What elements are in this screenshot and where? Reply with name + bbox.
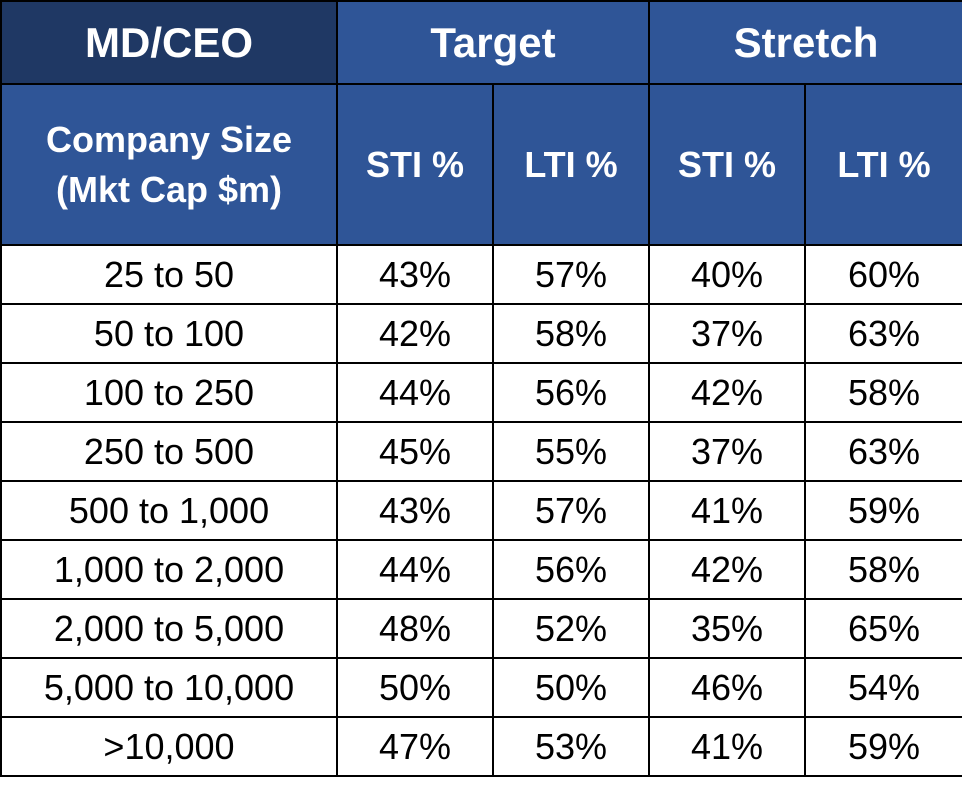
target-lti-cell: 56% [492,362,650,423]
table-row: 25 to 50 43% 57% 40% 60% [0,244,962,305]
stretch-sti-cell: 42% [648,362,806,423]
company-size-cell: 100 to 250 [0,362,338,423]
company-size-cell: 50 to 100 [0,303,338,364]
table-row: 2,000 to 5,000 48% 52% 35% 65% [0,598,962,659]
stretch-lti-cell: 63% [803,303,962,364]
stretch-sti-cell: 41% [648,480,806,541]
stretch-group-header: Stretch [647,0,962,85]
stretch-lti-cell: 58% [803,539,962,600]
table-row: 100 to 250 44% 56% 42% 58% [0,362,962,423]
stretch-lti-header: LTI % [803,83,962,246]
target-lti-cell: 56% [492,539,650,600]
table-row: 5,000 to 10,000 50% 50% 46% 54% [0,657,962,718]
company-size-header-line1: Company Size [45,118,293,160]
stretch-sti-cell: 41% [648,716,806,777]
stretch-lti-cell: 58% [803,362,962,423]
stretch-sti-cell: 46% [648,657,806,718]
stretch-lti-cell: 60% [803,244,962,305]
target-sti-cell: 43% [336,244,494,305]
stretch-sti-cell: 37% [648,421,806,482]
target-lti-cell: 57% [492,480,650,541]
table-row: 50 to 100 42% 58% 37% 63% [0,303,962,364]
stretch-sti-cell: 42% [648,539,806,600]
target-lti-header: LTI % [492,83,650,246]
target-sti-cell: 47% [336,716,494,777]
table-title: MD/CEO [0,0,338,85]
target-sti-cell: 42% [336,303,494,364]
target-lti-cell: 57% [492,244,650,305]
table-row: 1,000 to 2,000 44% 56% 42% 58% [0,539,962,600]
table-row: 500 to 1,000 43% 57% 41% 59% [0,480,962,541]
target-sti-cell: 44% [336,539,494,600]
company-size-cell: 1,000 to 2,000 [0,539,338,600]
target-sti-cell: 43% [336,480,494,541]
company-size-cell: 2,000 to 5,000 [0,598,338,659]
company-size-cell: 5,000 to 10,000 [0,657,338,718]
table-row: >10,000 47% 53% 41% 59% [0,716,962,777]
company-size-header-line2: (Mkt Cap $m) [55,168,283,210]
table-row: 250 to 500 45% 55% 37% 63% [0,421,962,482]
target-sti-header: STI % [336,83,494,246]
target-sti-cell: 48% [336,598,494,659]
company-size-cell: 25 to 50 [0,244,338,305]
target-lti-cell: 53% [492,716,650,777]
target-lti-cell: 55% [492,421,650,482]
target-group-header: Target [336,0,650,85]
stretch-sti-cell: 40% [648,244,806,305]
stretch-sti-cell: 37% [648,303,806,364]
target-sti-cell: 50% [336,657,494,718]
group-header-row: MD/CEO Target Stretch [0,0,962,85]
stretch-lti-cell: 63% [803,421,962,482]
target-lti-cell: 52% [492,598,650,659]
stretch-lti-cell: 59% [803,716,962,777]
company-size-header: Company Size (Mkt Cap $m) [0,83,338,246]
sub-header-row: Company Size (Mkt Cap $m) STI % LTI % ST… [0,83,962,246]
target-lti-cell: 58% [492,303,650,364]
target-sti-cell: 44% [336,362,494,423]
target-lti-cell: 50% [492,657,650,718]
stretch-lti-cell: 65% [803,598,962,659]
stretch-sti-header: STI % [648,83,806,246]
company-size-cell: 250 to 500 [0,421,338,482]
target-sti-cell: 45% [336,421,494,482]
stretch-lti-cell: 59% [803,480,962,541]
company-size-cell: 500 to 1,000 [0,480,338,541]
company-size-cell: >10,000 [0,716,338,777]
stretch-lti-cell: 54% [803,657,962,718]
stretch-sti-cell: 35% [648,598,806,659]
